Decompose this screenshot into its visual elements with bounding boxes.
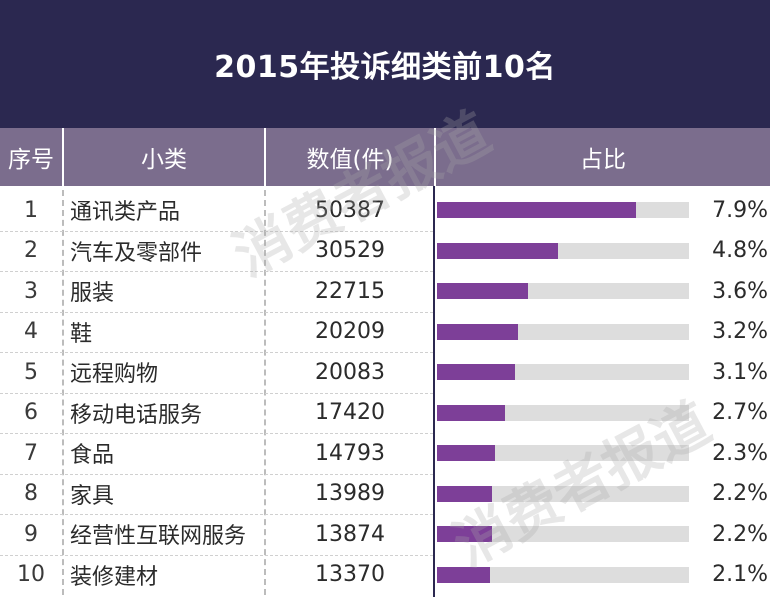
bar-track	[437, 485, 689, 502]
bar-track	[437, 526, 689, 542]
table-header: 序号 小类 数值(件) 占比	[0, 128, 770, 186]
row-divider	[0, 514, 433, 515]
share-bar	[437, 283, 528, 299]
category-label: 服装	[70, 281, 115, 307]
table-row: 6 移动电话服务 17420 2.7%	[0, 393, 770, 434]
table-row: 4 鞋 20209 3.2%	[0, 312, 770, 353]
share-bar	[437, 364, 516, 380]
rank-label: 5	[24, 359, 38, 385]
share-bar	[437, 404, 506, 421]
header-rank: 序号	[8, 147, 54, 173]
share-bar	[437, 202, 637, 218]
value-label: 22715	[315, 278, 385, 304]
bar-track	[437, 404, 689, 421]
table-row: 8 家具 13989 2.2%	[0, 474, 770, 515]
rank-label: 1	[24, 197, 38, 223]
bar-track	[437, 283, 689, 299]
table-row: 5 远程购物 20083 3.1%	[0, 352, 770, 393]
share-label: 3.2%	[712, 319, 768, 345]
share-bar	[437, 242, 558, 259]
share-bar	[437, 485, 493, 502]
row-divider	[0, 271, 433, 272]
bar-track	[437, 445, 689, 461]
category-label: 经营性互联网服务	[70, 524, 247, 550]
table-row: 9 经营性互联网服务 13874 2.2%	[0, 514, 770, 555]
share-bar	[437, 566, 490, 583]
row-divider	[0, 311, 433, 313]
category-label: 远程购物	[70, 362, 159, 388]
category-label: 食品	[70, 443, 115, 469]
header-share: 占比	[580, 147, 626, 173]
value-label: 13874	[315, 521, 385, 547]
header-category: 小类	[141, 147, 187, 173]
rank-label: 6	[24, 400, 38, 426]
value-label: 50387	[315, 197, 385, 223]
row-divider	[0, 433, 433, 434]
bar-axis-line	[433, 186, 435, 597]
table-row: 10 装修建材 13370 2.1%	[0, 555, 770, 596]
share-label: 4.8%	[712, 238, 768, 264]
rank-label: 7	[24, 440, 38, 466]
category-label: 移动电话服务	[70, 402, 203, 428]
rank-label: 2	[24, 238, 38, 264]
rank-label: 4	[24, 319, 38, 345]
chart-title: 2015年投诉细类前10名	[0, 0, 770, 128]
bar-track	[437, 566, 689, 583]
share-label: 2.2%	[712, 481, 768, 507]
share-bar	[437, 323, 518, 340]
header-divider	[264, 128, 266, 186]
share-label: 7.9%	[712, 197, 768, 223]
rank-label: 8	[24, 481, 38, 507]
category-label: 鞋	[70, 321, 93, 347]
table-row: 1 通讯类产品 50387 7.9%	[0, 190, 770, 231]
rank-label: 3	[24, 278, 38, 304]
value-label: 17420	[315, 400, 385, 426]
category-label: 汽车及零部件	[70, 240, 203, 266]
header-value: 数值(件)	[306, 147, 394, 173]
value-label: 30529	[315, 238, 385, 264]
share-label: 2.3%	[712, 440, 768, 466]
bar-track	[437, 364, 689, 380]
row-divider	[0, 230, 433, 232]
rank-label: 9	[24, 521, 38, 547]
share-label: 2.7%	[712, 400, 768, 426]
share-label: 2.2%	[712, 521, 768, 547]
value-label: 20083	[315, 359, 385, 385]
share-label: 2.1%	[712, 562, 768, 588]
header-divider	[434, 128, 436, 186]
row-divider	[0, 554, 433, 556]
value-label: 20209	[315, 319, 385, 345]
value-label: 14793	[315, 440, 385, 466]
value-label: 13989	[315, 481, 385, 507]
share-label: 3.6%	[712, 278, 768, 304]
category-label: 装修建材	[70, 564, 159, 590]
share-label: 3.1%	[712, 359, 768, 385]
share-bar	[437, 445, 495, 461]
share-bar	[437, 526, 493, 542]
rank-label: 10	[17, 562, 45, 588]
table-row: 3 服装 22715 3.6%	[0, 271, 770, 312]
bar-track	[437, 242, 689, 259]
category-label: 通讯类产品	[70, 200, 181, 226]
bar-track	[437, 202, 689, 218]
row-divider	[0, 473, 433, 475]
row-divider	[0, 392, 433, 394]
bar-track	[437, 323, 689, 340]
value-label: 13370	[315, 562, 385, 588]
table-row: 7 食品 14793 2.3%	[0, 433, 770, 474]
category-label: 家具	[70, 483, 115, 509]
table-row: 2 汽车及零部件 30529 4.8%	[0, 231, 770, 272]
row-divider	[0, 352, 433, 353]
header-divider	[62, 128, 64, 186]
